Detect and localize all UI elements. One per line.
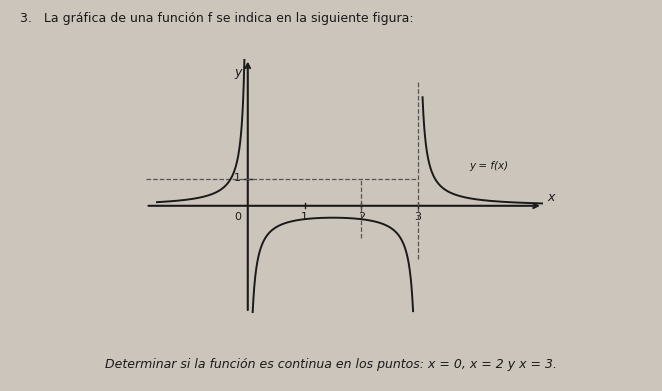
Text: 2: 2 [357,212,365,222]
Text: 3.   La gráfica de una función f se indica en la siguiente figura:: 3. La gráfica de una función f se indica… [20,12,414,25]
Text: 1: 1 [301,212,308,222]
Text: 3: 3 [414,212,422,222]
Text: Determinar si la función es continua en los puntos: x = 0, x = 2 y x = 3.: Determinar si la función es continua en … [105,359,557,371]
Text: 0: 0 [234,212,241,222]
Text: y = f(x): y = f(x) [469,161,508,170]
Text: x: x [547,191,555,204]
Text: y: y [235,66,242,79]
Text: 1: 1 [234,173,241,183]
